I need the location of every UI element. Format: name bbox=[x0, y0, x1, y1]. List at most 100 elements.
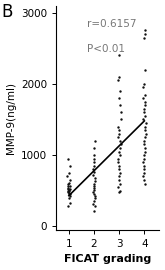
Point bbox=[92, 181, 95, 186]
Point bbox=[144, 149, 147, 154]
Point bbox=[143, 157, 145, 161]
Point bbox=[143, 139, 146, 143]
Y-axis label: MMP-9(ng/ml): MMP-9(ng/ml) bbox=[6, 82, 16, 154]
Point bbox=[142, 117, 144, 122]
Point bbox=[68, 201, 71, 205]
Point bbox=[68, 188, 71, 192]
Point bbox=[68, 194, 71, 198]
Point bbox=[118, 153, 121, 157]
Point bbox=[119, 117, 122, 122]
Point bbox=[143, 142, 146, 147]
Point bbox=[118, 146, 121, 150]
Point bbox=[93, 184, 95, 188]
Point bbox=[144, 68, 147, 72]
Point bbox=[143, 107, 146, 111]
Point bbox=[69, 184, 71, 188]
Point bbox=[92, 190, 94, 194]
Point bbox=[143, 153, 146, 157]
Point bbox=[118, 53, 120, 58]
Point bbox=[144, 114, 147, 118]
Point bbox=[119, 181, 121, 186]
Point bbox=[144, 181, 146, 186]
Point bbox=[118, 164, 120, 168]
Point bbox=[119, 103, 122, 107]
Point bbox=[92, 153, 95, 157]
Point bbox=[116, 135, 119, 139]
Point bbox=[117, 157, 119, 161]
Point bbox=[67, 184, 69, 188]
Point bbox=[93, 157, 96, 161]
Point bbox=[142, 110, 145, 114]
Point bbox=[143, 171, 145, 175]
Point bbox=[117, 185, 119, 189]
Point bbox=[67, 181, 70, 185]
Point bbox=[119, 188, 122, 193]
Point bbox=[118, 190, 120, 194]
Point bbox=[144, 100, 146, 104]
Point bbox=[144, 135, 147, 139]
Point bbox=[67, 186, 70, 191]
Point bbox=[93, 192, 95, 196]
Point bbox=[93, 146, 95, 150]
Point bbox=[119, 142, 122, 147]
Point bbox=[67, 196, 70, 200]
Point bbox=[93, 164, 95, 168]
Point bbox=[142, 160, 145, 164]
Point bbox=[144, 92, 146, 97]
Point bbox=[93, 170, 96, 174]
Point bbox=[66, 204, 69, 208]
Point bbox=[116, 160, 119, 164]
Point bbox=[118, 174, 120, 179]
Point bbox=[143, 167, 145, 171]
Point bbox=[92, 201, 94, 206]
Text: P<0.01: P<0.01 bbox=[87, 44, 125, 54]
Point bbox=[142, 96, 145, 100]
Point bbox=[143, 32, 146, 36]
Point bbox=[118, 167, 121, 171]
Point bbox=[142, 85, 144, 90]
Point bbox=[144, 28, 146, 33]
Point bbox=[68, 187, 71, 191]
Point bbox=[118, 139, 121, 143]
Point bbox=[93, 194, 96, 198]
Point bbox=[69, 164, 71, 168]
Point bbox=[142, 164, 145, 168]
Point bbox=[118, 149, 121, 154]
Point bbox=[119, 110, 122, 114]
Point bbox=[68, 171, 70, 175]
Point bbox=[118, 178, 120, 182]
Point bbox=[92, 186, 95, 190]
Point bbox=[66, 190, 69, 194]
Point bbox=[118, 171, 121, 175]
Point bbox=[67, 182, 69, 187]
Point bbox=[144, 124, 147, 129]
Point bbox=[144, 128, 146, 132]
Text: B: B bbox=[2, 3, 13, 21]
Point bbox=[94, 178, 96, 183]
Point bbox=[93, 198, 95, 203]
Point bbox=[66, 174, 69, 179]
Point bbox=[92, 173, 95, 177]
X-axis label: FICAT grading: FICAT grading bbox=[64, 254, 151, 264]
Point bbox=[67, 189, 69, 194]
Point bbox=[142, 174, 145, 179]
Point bbox=[93, 139, 96, 143]
Point bbox=[93, 196, 96, 200]
Point bbox=[68, 191, 70, 196]
Point bbox=[94, 204, 97, 208]
Point bbox=[67, 157, 69, 161]
Point bbox=[92, 167, 95, 171]
Point bbox=[94, 176, 96, 180]
Point bbox=[143, 82, 145, 86]
Text: r=0.6157: r=0.6157 bbox=[87, 19, 137, 29]
Point bbox=[67, 191, 70, 195]
Point bbox=[119, 89, 122, 93]
Point bbox=[117, 124, 120, 129]
Point bbox=[144, 146, 147, 150]
Point bbox=[117, 78, 119, 82]
Point bbox=[144, 103, 147, 107]
Point bbox=[93, 188, 95, 192]
Point bbox=[118, 96, 120, 100]
Point bbox=[117, 131, 120, 136]
Point bbox=[117, 75, 120, 79]
